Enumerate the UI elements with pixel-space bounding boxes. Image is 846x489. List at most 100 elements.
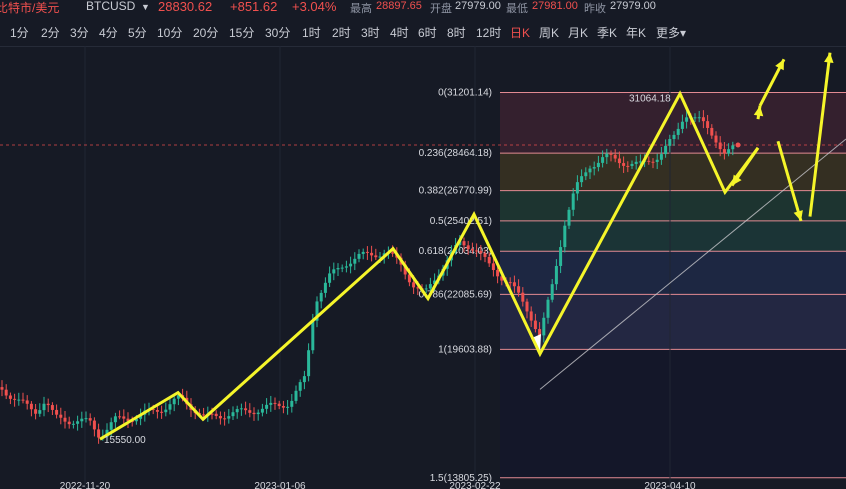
candle-body-125 — [525, 301, 529, 312]
candle-body-82 — [344, 266, 348, 268]
wave-projection-3 — [808, 52, 832, 217]
candle-body-14 — [59, 414, 63, 418]
candle-body-172 — [722, 149, 726, 154]
candle-body-131 — [550, 284, 554, 300]
candle-body-118 — [496, 270, 500, 277]
timeframe-0[interactable]: 1分 — [10, 26, 29, 40]
candle-body-18 — [76, 421, 80, 424]
timeframe-6[interactable]: 20分 — [193, 26, 219, 40]
prev-close-value: 27979.00 — [610, 0, 656, 12]
candle-body-145 — [609, 153, 613, 155]
candle-body-169 — [710, 127, 714, 136]
high-value: 28897.65 — [376, 0, 422, 12]
candle-body-88 — [370, 252, 374, 256]
timeframe-11[interactable]: 3时 — [361, 26, 380, 40]
fib-label-2: 0.382(26770.99) — [419, 186, 492, 197]
timeframe-21[interactable]: 更多▾ — [656, 26, 687, 40]
timeframe-19[interactable]: 季K — [597, 26, 618, 40]
timeframe-18[interactable]: 月K — [568, 26, 589, 40]
fib-zone-0 — [500, 92, 846, 154]
high-annotation: 31064.18 — [629, 94, 671, 105]
candle-body-149 — [626, 165, 630, 167]
candle-body-142 — [596, 162, 600, 168]
timeframe-15[interactable]: 12时 — [476, 26, 502, 40]
wave-path — [99, 90, 760, 441]
candle-body-167 — [701, 117, 705, 122]
timeframe-4[interactable]: 5分 — [128, 26, 147, 40]
timeframe-13[interactable]: 6时 — [418, 26, 437, 40]
candle-body-36 — [151, 409, 155, 411]
candle-body-6 — [25, 400, 29, 404]
timeframe-1[interactable]: 2分 — [41, 26, 60, 40]
candle-body-75 — [315, 301, 319, 321]
timeframe-7[interactable]: 15分 — [229, 26, 255, 40]
timeframe-12[interactable]: 4时 — [390, 26, 409, 40]
caret-down-icon[interactable]: ▼ — [141, 2, 150, 12]
candle-body-173 — [727, 149, 731, 154]
timeframe-8[interactable]: 30分 — [265, 26, 291, 40]
candle-body-69 — [290, 400, 294, 407]
candle-body-37 — [155, 410, 159, 412]
timeframe-16[interactable]: 日K — [510, 26, 531, 40]
timeframe-3[interactable]: 4分 — [99, 26, 118, 40]
fib-label-5: 0.786(22085.69) — [419, 289, 492, 300]
candle-body-119 — [500, 276, 504, 281]
timeframe-2[interactable]: 3分 — [70, 26, 89, 40]
candle-body-155 — [651, 161, 655, 163]
timeframe-5[interactable]: 10分 — [157, 26, 183, 40]
candle-body-135 — [567, 209, 571, 226]
wave-arrowhead-0 — [732, 174, 742, 186]
candle-body-26 — [109, 422, 113, 430]
timeframe-bar: 1分 2分 3分 4分 5分 10分 20分 15分 30分 1时 2时 3时 4时 6时 8时 12时 日K 周… — [0, 20, 846, 44]
candle-body-160 — [672, 134, 676, 140]
timeframe-9[interactable]: 1时 — [302, 26, 321, 40]
candle-body-9 — [38, 410, 42, 414]
candle-body-121 — [508, 282, 512, 284]
candle-body-132 — [554, 265, 558, 285]
candle-body-151 — [634, 161, 638, 164]
candle-body-55 — [231, 412, 235, 417]
candle-body-165 — [693, 117, 697, 119]
candle-body-13 — [55, 409, 59, 415]
candle-body-136 — [571, 193, 575, 210]
candle-body-84 — [353, 258, 357, 264]
candle-body-146 — [613, 154, 617, 159]
candle-body-99 — [416, 287, 420, 289]
candle-body-157 — [659, 154, 663, 160]
candle-body-67 — [281, 406, 285, 408]
candle-body-114 — [479, 250, 483, 254]
candle-body-113 — [475, 250, 479, 252]
candle-body-81 — [340, 267, 344, 269]
candle-body-112 — [470, 249, 474, 251]
candle-body-166 — [697, 117, 701, 119]
candle-body-143 — [601, 157, 605, 163]
candle-body-96 — [403, 264, 407, 275]
candle-body-8 — [34, 409, 38, 414]
timeframe-10[interactable]: 2时 — [332, 26, 351, 40]
candle-body-150 — [630, 163, 634, 166]
timeframe-14[interactable]: 8时 — [447, 26, 466, 40]
fib-label-0: 0(31201.14) — [438, 87, 492, 98]
candle-body-74 — [311, 320, 315, 351]
candle-body-33 — [139, 414, 143, 419]
candle-body-63 — [265, 404, 269, 409]
candle-body-98 — [412, 282, 416, 288]
candle-body-25 — [105, 429, 109, 437]
symbol-selector[interactable]: BTCUSD — [86, 0, 136, 13]
candle-body-21 — [88, 418, 92, 421]
timeframe-17[interactable]: 周K — [539, 26, 560, 40]
candle-body-148 — [622, 163, 626, 166]
candle-body-3 — [13, 398, 17, 400]
candle-body-115 — [483, 253, 487, 257]
candle-body-60 — [252, 412, 256, 415]
candle-body-28 — [118, 416, 122, 418]
candle-body-116 — [487, 256, 491, 264]
timeframe-20[interactable]: 年K — [626, 26, 647, 40]
low-label: 最低 — [506, 3, 528, 15]
candle-body-77 — [323, 282, 327, 293]
fib-label-7: 1.5(13805.25) — [430, 473, 492, 484]
candle-body-65 — [273, 402, 277, 404]
candle-body-141 — [592, 167, 596, 169]
current-price-marker — [735, 142, 741, 148]
